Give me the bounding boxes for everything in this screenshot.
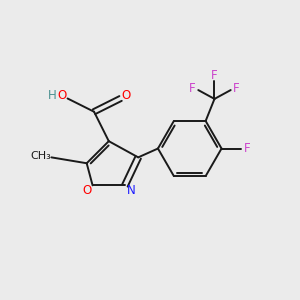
Text: F: F — [233, 82, 240, 95]
Text: H: H — [48, 89, 57, 102]
Text: F: F — [189, 82, 196, 95]
Text: CH₃: CH₃ — [31, 151, 51, 161]
Text: F: F — [244, 142, 250, 155]
Text: O: O — [122, 89, 131, 102]
Text: O: O — [58, 89, 67, 102]
Text: F: F — [211, 69, 218, 82]
Text: N: N — [127, 184, 136, 197]
Text: O: O — [83, 184, 92, 197]
